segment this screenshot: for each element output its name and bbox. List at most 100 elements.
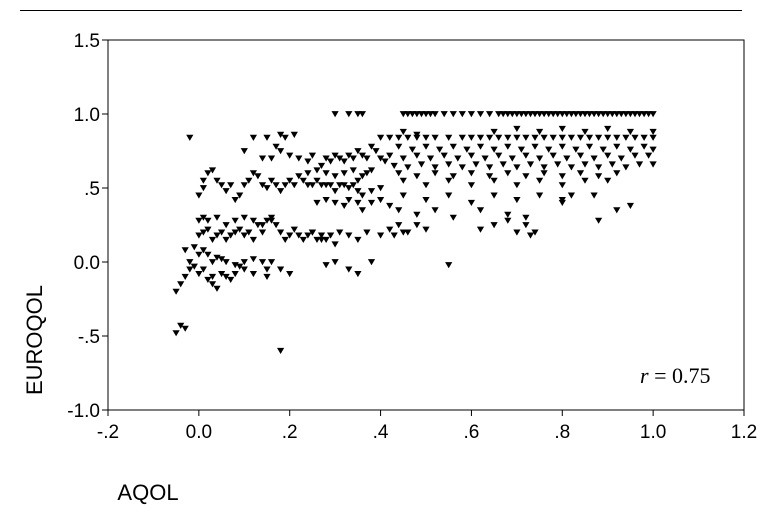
data-point [545, 146, 553, 153]
data-point [272, 182, 280, 189]
data-point [358, 152, 366, 159]
data-point [585, 111, 594, 118]
data-point [354, 148, 362, 155]
x-tick-label: 0.0 [186, 422, 212, 443]
data-point [431, 164, 439, 171]
data-point [299, 236, 307, 243]
data-point [322, 155, 330, 162]
data-point [258, 222, 267, 229]
data-point [445, 262, 453, 269]
data-point [490, 128, 498, 135]
data-point [263, 273, 271, 280]
data-point [567, 164, 575, 171]
data-point [576, 111, 585, 118]
data-point [286, 177, 294, 184]
data-point [595, 217, 603, 224]
data-point [249, 134, 257, 141]
data-point [213, 214, 221, 221]
data-point [595, 164, 603, 171]
data-point [331, 199, 339, 206]
data-point [413, 111, 421, 118]
data-point [258, 229, 267, 236]
data-point [504, 217, 512, 224]
data-point [186, 259, 194, 266]
data-point [249, 217, 257, 224]
data-point [481, 155, 489, 162]
data-point [277, 229, 285, 236]
data-point [422, 182, 430, 189]
data-point [367, 188, 376, 195]
data-point [363, 155, 371, 162]
data-point [558, 125, 566, 132]
data-point [426, 155, 435, 162]
data-point [286, 232, 294, 239]
data-point [549, 134, 557, 141]
data-point [358, 207, 366, 214]
data-point [495, 111, 503, 118]
data-point [467, 111, 475, 118]
data-point [504, 143, 512, 150]
data-point [272, 143, 280, 150]
data-point [617, 155, 625, 162]
data-point [195, 232, 203, 239]
data-point [476, 111, 485, 118]
data-point [422, 143, 430, 150]
data-point [322, 236, 330, 243]
data-point [476, 134, 485, 141]
y-tick-label: -.5 [78, 327, 100, 348]
data-point [358, 111, 366, 118]
data-point [267, 155, 276, 162]
data-point [399, 155, 407, 162]
data-point [499, 161, 507, 168]
data-point [431, 207, 439, 214]
data-point [531, 111, 539, 118]
data-point [186, 266, 194, 273]
data-point [558, 182, 566, 189]
data-point [208, 236, 217, 243]
data-point [345, 111, 353, 118]
data-point [540, 111, 548, 118]
data-point [449, 111, 457, 118]
data-point [199, 214, 207, 221]
data-point [213, 232, 221, 239]
data-point [399, 111, 407, 118]
data-point [254, 173, 262, 180]
data-point [395, 134, 403, 141]
data-point [526, 111, 535, 118]
data-point [336, 229, 344, 236]
data-point [599, 146, 607, 153]
data-point [445, 192, 453, 199]
data-point [349, 167, 357, 174]
data-point [631, 152, 639, 159]
data-point [195, 251, 203, 258]
data-point [417, 161, 426, 168]
data-point [504, 134, 512, 141]
data-point [426, 111, 435, 118]
data-point [190, 263, 198, 270]
data-point [386, 152, 394, 159]
data-point [554, 111, 562, 118]
data-point [218, 182, 226, 189]
data-point [258, 259, 267, 266]
data-point [440, 111, 448, 118]
data-point [308, 229, 316, 236]
data-point [340, 182, 348, 189]
data-point [431, 134, 439, 141]
data-point [245, 177, 253, 184]
data-point [199, 185, 207, 192]
data-point [204, 217, 212, 224]
x-tick-label: 1.2 [731, 422, 757, 443]
data-point [613, 143, 621, 150]
data-point [517, 146, 525, 153]
data-point [531, 143, 539, 150]
data-point [199, 177, 207, 184]
data-point [590, 155, 598, 162]
data-point [386, 134, 394, 141]
data-point [445, 161, 453, 168]
y-axis-title: EUROQOL [22, 285, 47, 395]
x-tick-label: 1.0 [640, 422, 666, 443]
data-point [249, 271, 257, 278]
data-point [372, 148, 380, 155]
data-point [604, 134, 612, 141]
data-point [313, 199, 321, 206]
